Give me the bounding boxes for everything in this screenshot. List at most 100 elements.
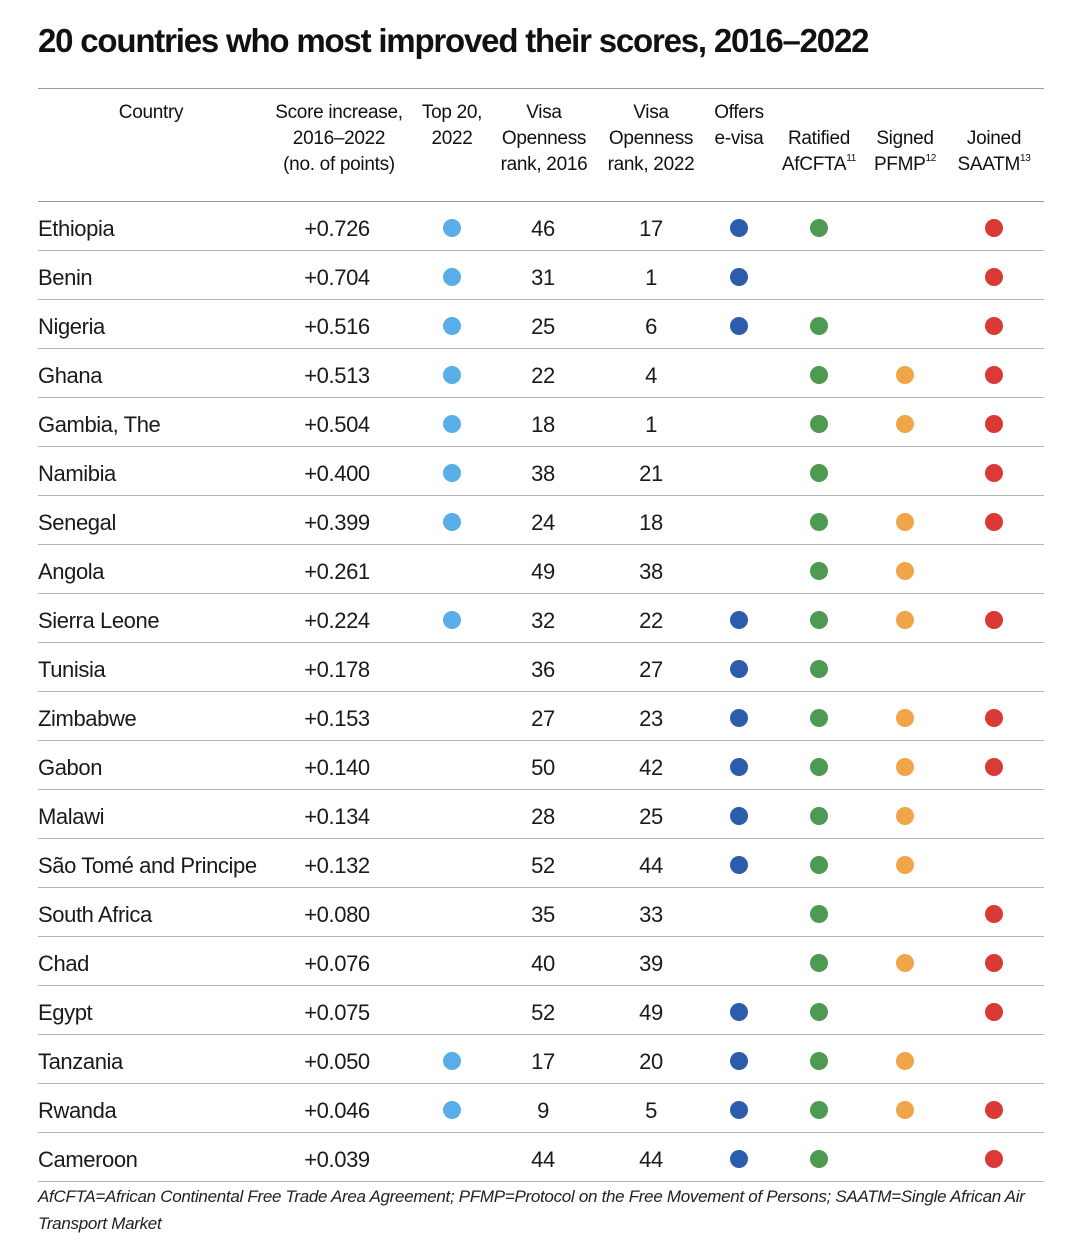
saatm-dot xyxy=(985,611,1003,629)
header-country: Country xyxy=(118,102,184,123)
evisa-dot xyxy=(730,1150,748,1168)
saatm-dot xyxy=(985,513,1003,531)
score-increase-cell: +0.134 xyxy=(304,804,370,829)
afcfta-dot xyxy=(810,1150,828,1168)
score-increase-cell: +0.039 xyxy=(304,1147,370,1172)
visa-rank-2022-cell: 22 xyxy=(639,608,663,633)
table-row: Malawi +0.134 28 25 xyxy=(38,790,1044,839)
country-cell: Ghana xyxy=(38,363,103,388)
score-increase-cell: +0.224 xyxy=(304,608,370,633)
visa-rank-2022-cell: 25 xyxy=(639,804,663,829)
saatm-dot xyxy=(985,317,1003,335)
score-increase-cell: +0.132 xyxy=(304,853,370,878)
visa-rank-2016-cell: 31 xyxy=(531,265,555,290)
header-signed-pfmp-label: Signed PFMP xyxy=(873,128,934,175)
saatm-dot xyxy=(985,219,1003,237)
afcfta-dot xyxy=(810,562,828,580)
country-cell: Chad xyxy=(38,951,89,976)
evisa-dot xyxy=(730,1052,748,1070)
visa-rank-2016-cell: 44 xyxy=(531,1147,555,1172)
saatm-dot xyxy=(985,709,1003,727)
header-joined-saatm-label: Joined SAATM xyxy=(957,128,1022,175)
score-increase-cell: +0.076 xyxy=(304,951,370,976)
visa-rank-2022-cell: 49 xyxy=(639,1000,663,1025)
visa-rank-2016-cell: 18 xyxy=(531,412,555,437)
visa-rank-2022-cell: 33 xyxy=(639,902,663,927)
table-row: Angola +0.261 49 38 xyxy=(38,545,1044,594)
visa-rank-2016-cell: 17 xyxy=(531,1049,555,1074)
saatm-dot xyxy=(985,268,1003,286)
table-row: Sierra Leone +0.224 32 22 xyxy=(38,594,1044,643)
score-increase-cell: +0.704 xyxy=(304,265,370,290)
country-cell: Zimbabwe xyxy=(38,706,137,731)
header-score-increase: Score increase, 2016–2022 (no. of points… xyxy=(275,102,403,175)
countries-table: Country Score increase, 2016–2022 (no. o… xyxy=(38,88,1044,1182)
afcfta-dot xyxy=(810,905,828,923)
afcfta-dot xyxy=(810,415,828,433)
header-top20: Top 20, 2022 xyxy=(421,102,483,149)
visa-rank-2016-cell: 9 xyxy=(537,1098,549,1123)
afcfta-dot xyxy=(810,611,828,629)
evisa-dot xyxy=(730,660,748,678)
table-row: São Tomé and Principe +0.132 52 44 xyxy=(38,839,1044,888)
pfmp-dot xyxy=(896,562,914,580)
saatm-dot xyxy=(985,1003,1003,1021)
table-row: Chad +0.076 40 39 xyxy=(38,937,1044,986)
saatm-dot xyxy=(985,1150,1003,1168)
visa-rank-2016-cell: 40 xyxy=(531,951,555,976)
table-header: Country Score increase, 2016–2022 (no. o… xyxy=(38,89,1044,202)
table-row: South Africa +0.080 35 33 xyxy=(38,888,1044,937)
pfmp-dot xyxy=(896,954,914,972)
top20-dot xyxy=(443,1052,461,1070)
visa-rank-2022-cell: 21 xyxy=(639,461,663,486)
afcfta-dot xyxy=(810,219,828,237)
top20-dot xyxy=(443,1101,461,1119)
top20-dot xyxy=(443,317,461,335)
visa-rank-2016-cell: 25 xyxy=(531,314,555,339)
country-cell: Tunisia xyxy=(38,657,106,682)
country-cell: Senegal xyxy=(38,510,116,535)
evisa-dot xyxy=(730,611,748,629)
afcfta-dot xyxy=(810,954,828,972)
score-increase-cell: +0.504 xyxy=(304,412,370,437)
pfmp-dot xyxy=(896,758,914,776)
pfmp-dot xyxy=(896,611,914,629)
table-row: Namibia +0.400 38 21 xyxy=(38,447,1044,496)
country-cell: Benin xyxy=(38,265,93,290)
country-cell: Namibia xyxy=(38,461,116,486)
visa-rank-2016-cell: 52 xyxy=(531,1000,555,1025)
visa-rank-2016-cell: 24 xyxy=(531,510,555,535)
footnote-ref-12: 12 xyxy=(925,153,937,164)
visa-rank-2022-cell: 18 xyxy=(639,510,663,535)
visa-rank-2016-cell: 50 xyxy=(531,755,555,780)
header-ratified-afcfta-label: Ratified AfCFTA xyxy=(781,128,851,175)
top20-dot xyxy=(443,366,461,384)
evisa-dot xyxy=(730,856,748,874)
header-visa-rank-2022: Visa Openness rank, 2022 xyxy=(607,102,695,175)
evisa-dot xyxy=(730,317,748,335)
country-cell: Sierra Leone xyxy=(38,608,160,633)
pfmp-dot xyxy=(896,415,914,433)
top20-dot xyxy=(443,219,461,237)
afcfta-dot xyxy=(810,1052,828,1070)
table-row: Egypt +0.075 52 49 xyxy=(38,986,1044,1035)
afcfta-dot xyxy=(810,317,828,335)
score-increase-cell: +0.153 xyxy=(304,706,370,731)
table-row: Rwanda +0.046 9 5 xyxy=(38,1084,1044,1133)
visa-rank-2022-cell: 20 xyxy=(639,1049,663,1074)
pfmp-dot xyxy=(896,513,914,531)
country-cell: South Africa xyxy=(38,902,152,927)
country-cell: São Tomé and Principe xyxy=(38,853,257,878)
table-row: Ghana +0.513 22 4 xyxy=(38,349,1044,398)
score-increase-cell: +0.140 xyxy=(304,755,370,780)
country-cell: Tanzania xyxy=(38,1049,123,1074)
afcfta-dot xyxy=(810,807,828,825)
visa-rank-2016-cell: 27 xyxy=(531,706,555,731)
score-increase-cell: +0.516 xyxy=(304,314,370,339)
country-cell: Rwanda xyxy=(38,1098,117,1123)
score-increase-cell: +0.075 xyxy=(304,1000,370,1025)
visa-rank-2016-cell: 46 xyxy=(531,216,555,241)
visa-rank-2022-cell: 27 xyxy=(639,657,663,682)
top20-dot xyxy=(443,513,461,531)
visa-rank-2022-cell: 42 xyxy=(639,755,663,780)
